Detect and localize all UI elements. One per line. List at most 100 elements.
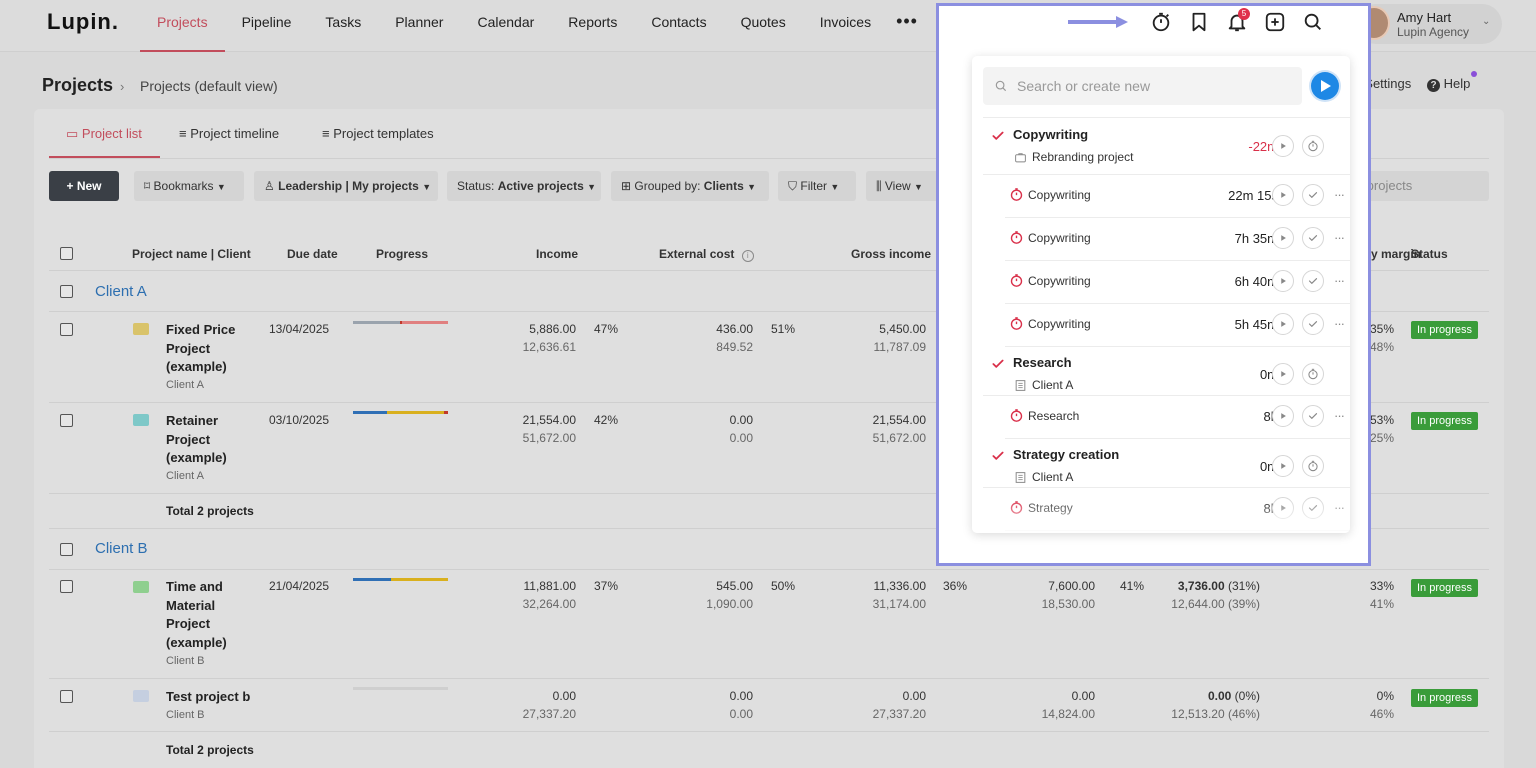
client-group-a[interactable]: Client A — [95, 283, 147, 300]
column-header-margin[interactable]: y margin — [1371, 247, 1422, 261]
play-button[interactable] — [1272, 313, 1294, 335]
building-icon — [1015, 380, 1026, 391]
profit-value: 3,736.00 (31%) — [1140, 579, 1260, 593]
group-checkbox[interactable] — [60, 543, 73, 556]
time-entry-label[interactable]: Copywriting — [1028, 274, 1091, 288]
complete-button[interactable] — [1302, 270, 1324, 292]
group-checkbox[interactable] — [60, 285, 73, 298]
add-square-icon[interactable] — [1264, 11, 1286, 33]
nav-contacts[interactable]: Contacts — [651, 14, 707, 30]
play-button[interactable] — [1272, 363, 1294, 385]
nav-planner[interactable]: Planner — [395, 14, 444, 30]
column-header-name[interactable]: Project name | Client — [132, 247, 251, 261]
nav-tasks[interactable]: Tasks — [325, 14, 362, 30]
row-checkbox[interactable] — [60, 414, 73, 427]
row-checkbox[interactable] — [60, 580, 73, 593]
due-date: 03/10/2025 — [269, 413, 330, 427]
nav-more-icon[interactable]: ••• — [896, 11, 918, 31]
column-header-progress[interactable]: Progress — [376, 247, 429, 261]
help-link[interactable]: ? Help — [1427, 76, 1470, 92]
more-options-icon[interactable]: ··· — [1334, 273, 1345, 288]
complete-button[interactable] — [1302, 184, 1324, 206]
stopwatch-icon[interactable] — [1150, 11, 1172, 33]
search-divider — [983, 117, 1350, 118]
row-divider — [1005, 303, 1350, 304]
status-filter-dropdown[interactable]: Status: Active projects ▼ — [447, 171, 601, 201]
play-button[interactable] — [1272, 135, 1294, 157]
timer-search-input[interactable] — [1017, 67, 1287, 105]
project-name-link[interactable]: Retainer Project (example) — [166, 413, 227, 465]
nav-quotes[interactable]: Quotes — [740, 14, 786, 30]
more-options-icon[interactable]: ··· — [1334, 408, 1345, 423]
progress-segment — [391, 578, 448, 581]
more-options-icon[interactable]: ··· — [1334, 187, 1345, 202]
play-button[interactable] — [1272, 184, 1294, 206]
time-entry-label[interactable]: Copywriting — [1028, 317, 1091, 331]
tab-project-templates[interactable]: ≡ Project templates — [322, 126, 434, 141]
bookmark-icon[interactable] — [1188, 11, 1210, 33]
complete-button[interactable] — [1302, 313, 1324, 335]
margin-value: 33% — [1369, 579, 1394, 593]
filter-dropdown[interactable]: ⛉ Filter ▼ — [778, 171, 856, 201]
complete-button[interactable] — [1302, 227, 1324, 249]
column-header-income[interactable]: Income — [536, 247, 579, 261]
breadcrumb[interactable]: Projects (default view) — [140, 78, 278, 94]
start-timer-button[interactable] — [1302, 363, 1324, 385]
column-header-due-date[interactable]: Due date — [287, 247, 338, 261]
help-notification-dot — [1471, 71, 1477, 77]
play-button[interactable] — [1272, 405, 1294, 427]
user-menu[interactable]: Amy Hart Lupin Agency ⌄ — [1356, 4, 1502, 44]
select-all-checkbox[interactable] — [60, 247, 73, 260]
project-client: Client B — [166, 709, 205, 721]
stopwatch-icon — [1010, 274, 1023, 287]
stopwatch-icon — [1308, 460, 1318, 472]
nav-invoices[interactable]: Invoices — [819, 14, 872, 30]
play-button[interactable] — [1272, 455, 1294, 477]
project-name-link[interactable]: Time and Material Project (example) — [166, 579, 227, 650]
start-timer-button[interactable] — [1302, 135, 1324, 157]
play-button[interactable] — [1272, 227, 1294, 249]
column-header-status[interactable]: Status — [1411, 247, 1448, 261]
bookmarks-dropdown[interactable]: ⌑ Bookmarks ▼ — [134, 171, 244, 201]
briefcase-icon — [1015, 153, 1026, 163]
search-icon[interactable] — [1302, 11, 1324, 33]
nav-calendar[interactable]: Calendar — [477, 14, 535, 30]
row-checkbox[interactable] — [60, 690, 73, 703]
timer-group-title[interactable]: Strategy creation — [1013, 447, 1120, 462]
row-checkbox[interactable] — [60, 323, 73, 336]
app-logo[interactable]: Lupin. — [47, 9, 119, 34]
complete-button[interactable] — [1302, 405, 1324, 427]
nav-projects[interactable]: Projects — [140, 0, 225, 52]
view-selector-dropdown[interactable]: ♙ Leadership | My projects ▼ — [254, 171, 438, 201]
timer-group-title[interactable]: Research — [1013, 355, 1072, 370]
play-button[interactable] — [1272, 270, 1294, 292]
tab-project-timeline[interactable]: ≡ Project timeline — [179, 126, 279, 141]
start-timer-button[interactable] — [1302, 455, 1324, 477]
active-tab-indicator — [49, 156, 160, 158]
gross-income-value: 5,450.00 — [879, 322, 926, 336]
column-header-gross-income[interactable]: Gross income — [851, 247, 932, 261]
column-header-external-cost[interactable]: External cost i — [659, 247, 754, 262]
nav-pipeline[interactable]: Pipeline — [241, 14, 292, 30]
time-entry-label[interactable]: Copywriting — [1028, 231, 1091, 245]
more-options-icon[interactable]: ··· — [1334, 316, 1345, 331]
gross-income-secondary: 27,337.20 — [872, 707, 926, 721]
timer-group-title[interactable]: Copywriting — [1013, 127, 1089, 142]
time-entry-label[interactable]: Research — [1028, 409, 1080, 423]
row-divider — [1005, 346, 1350, 347]
project-name-link[interactable]: Fixed Price Project (example) — [166, 322, 236, 374]
more-options-icon[interactable]: ··· — [1334, 230, 1345, 245]
group-by-dropdown[interactable]: ⊞ Grouped by: Clients ▼ — [611, 171, 769, 201]
client-group-b[interactable]: Client B — [95, 540, 148, 557]
progress-bar — [353, 578, 448, 581]
row-divider — [1005, 260, 1350, 261]
new-project-button[interactable]: + New — [49, 171, 119, 201]
time-entry-label[interactable]: Copywriting — [1028, 188, 1091, 202]
due-date: 21/04/2025 — [269, 579, 330, 593]
project-name-link[interactable]: Test project b — [166, 689, 251, 704]
start-timer-button[interactable] — [1311, 72, 1339, 100]
view-dropdown[interactable]: ⫼ View ▼ — [866, 171, 941, 201]
tab-project-list[interactable]: ▭ Project list — [66, 126, 142, 142]
stopwatch-icon — [1010, 231, 1023, 244]
nav-reports[interactable]: Reports — [568, 14, 618, 30]
